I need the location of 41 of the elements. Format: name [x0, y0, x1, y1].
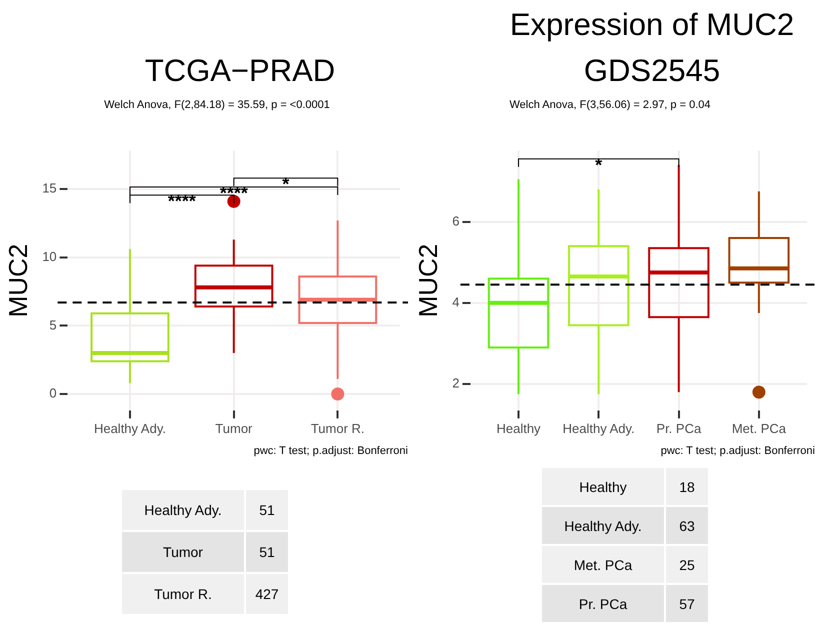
data-label: 18 — [678, 478, 696, 496]
y-tick-label: 6 — [452, 213, 460, 228]
text: pwc: T test; p.adjust: Bonferroni — [254, 445, 408, 457]
annotation: * — [282, 174, 290, 194]
category-label: Tumor R. — [153, 585, 213, 604]
y-axis-title: MUC2 — [412, 244, 443, 318]
x-tick-label: Tumor R. — [310, 420, 365, 436]
x-tick-label: Healthy — [496, 420, 542, 436]
y-tick-label: 10 — [42, 248, 57, 264]
category-label: Tumor — [162, 543, 204, 562]
count-table: Healthy Ady. 51 Tumor 51 Tumor R. 427 — [120, 488, 290, 616]
x-tick-label: Healthy Ady. — [562, 420, 635, 436]
y-tick-label: 15 — [42, 180, 57, 196]
text: pwc: T test; p.adjust: Bonferroni — [660, 445, 815, 457]
chart-title: TCGA−PRAD — [144, 52, 336, 90]
data-label: 427 — [254, 585, 280, 604]
category-label: Healthy Ady. — [563, 516, 643, 536]
y-tick-label: 4 — [452, 294, 460, 310]
category-label: Met. PCa — [572, 556, 634, 574]
data-label: 63 — [678, 516, 696, 536]
chart-subtitle: Welch Anova, F(2,84.18) = 35.59, p = <0.0001 — [103, 99, 331, 111]
x-tick-label: Tumor — [215, 420, 254, 436]
y-tick-label: 5 — [49, 317, 57, 332]
chart-title: Expression of MUC2 GDS2545 — [508, 6, 796, 90]
category-label: Pr. PCa — [578, 594, 628, 614]
x-tick-label: Pr. PCa — [656, 420, 702, 436]
data-label: 51 — [258, 501, 276, 520]
y-tick-label: 2 — [452, 376, 460, 391]
x-tick-label: Met. PCa — [732, 420, 787, 436]
annotation: * — [595, 154, 602, 175]
count-table: Healthy 18 Healthy Ady. 63 Met. PCa 25 Pr. PCa 57 — [540, 466, 710, 624]
x-tick-label: Healthy Ady. — [94, 420, 166, 436]
data-label: 51 — [258, 543, 276, 562]
category-label: Healthy — [578, 478, 628, 497]
annotation: **** — [168, 191, 196, 212]
data-label: 25 — [678, 556, 696, 574]
y-tick-label: 0 — [49, 386, 57, 401]
y-axis-title: MUC2 — [2, 244, 33, 318]
chart-subtitle: Welch Anova, F(3,56.06) = 2.97, p = 0.04 — [508, 99, 712, 111]
category-label: Healthy Ady. — [143, 501, 223, 520]
data-label: 57 — [678, 594, 696, 614]
